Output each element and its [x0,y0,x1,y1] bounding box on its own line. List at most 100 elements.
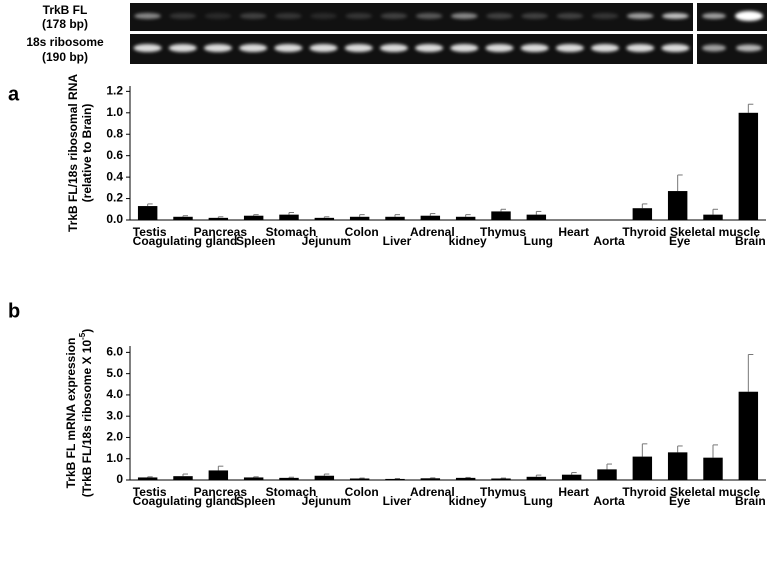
y-axis-label-sup: -5 [78,332,87,340]
x-tick-label: Skeletal muscle [670,225,760,239]
y-tick-label: 5.0 [106,366,123,380]
gel-band [204,13,232,19]
bar [526,476,547,480]
y-tick-label: 1.0 [106,451,123,465]
y-tick-label: 0.4 [106,169,123,183]
x-tick-label: Jejunum [302,494,351,508]
x-tick-label: Eye [669,234,691,248]
bar [491,478,511,480]
x-tick-label: kidney [449,234,487,248]
bar [243,215,264,220]
x-tick-label: Adrenal [410,485,455,499]
y-tick-label: 1.0 [106,105,123,119]
gel-image [130,3,767,64]
y-tick-label: 0 [116,472,123,486]
bar [137,477,158,480]
x-tick-label: Thyroid [622,225,666,239]
x-tick-label: Aorta [593,494,625,508]
x-tick-label: Colon [345,225,379,239]
bar [455,477,476,480]
bar [349,216,370,220]
gel-band [450,13,478,19]
gel-band [662,13,689,19]
x-tick-label: Pancreas [194,485,248,499]
bar [173,216,193,220]
gel-band [239,44,268,52]
gel-band [310,13,337,19]
x-tick-label: Spleen [236,494,275,508]
y-axis-label: TrkB FL mRNA expression [64,338,78,489]
x-tick-label: Coagulating gland [133,494,238,508]
bar [243,477,264,480]
bar [632,208,653,220]
gel-band [556,13,584,19]
x-tick-label: Thymus [480,225,526,239]
gel-band [168,44,197,52]
gel-band [239,13,267,19]
x-tick-label: Aorta [593,234,625,248]
gel-band [274,44,303,52]
x-tick-label: Stomach [266,225,317,239]
bar [385,478,405,480]
gel-band [735,11,763,21]
bar [279,214,299,220]
bar [703,214,723,220]
gel-band [134,13,161,19]
gel-band [203,44,233,52]
x-tick-label: kidney [449,494,487,508]
y-axis-label: (TrkB FL/18s ribosome X 10-5) [78,329,94,498]
gel-band [415,13,443,19]
gel-band [485,44,514,52]
y-axis-label-text: ) [80,329,94,333]
bar [420,215,441,220]
bar [632,456,653,480]
x-tick-label: Skeletal muscle [670,485,760,499]
bar [385,216,405,220]
gel-band [486,13,513,19]
gel-band [661,44,690,52]
x-tick-label: Adrenal [410,225,455,239]
gel-band [345,13,373,19]
gel-band [450,44,479,52]
bar [137,206,158,220]
gel-band [590,44,620,52]
x-tick-label: Thymus [480,485,526,499]
gel-row-label: TrkB FL [43,3,88,17]
x-tick-label: Jejunum [302,234,351,248]
gel-band [520,44,549,52]
bar [597,469,617,480]
gel-band [736,44,762,52]
y-tick-label: 4.0 [106,387,123,401]
y-axis-label-text: (TrkB FL/18s ribosome X 10 [80,340,94,498]
bar [455,216,476,220]
bar [703,457,723,480]
gel-band [555,44,584,52]
x-tick-label: Testis [133,485,167,499]
y-tick-label: 0.8 [106,126,123,140]
x-tick-label: Liver [383,494,412,508]
bar [420,478,441,480]
gel-band [591,13,619,19]
x-tick-label: Liver [383,234,412,248]
x-tick-label: Coagulating gland [133,234,238,248]
x-tick-label: Brain [735,494,766,508]
y-axis-label-text: (relative to Brain) [80,104,94,203]
x-tick-label: Brain [735,234,766,248]
gel-band [309,44,338,52]
gel-band [521,13,549,19]
bar [491,211,511,220]
y-tick-label: 6.0 [106,345,123,359]
bar [349,478,370,480]
gel-row-size: (178 bp) [42,17,88,31]
bar [561,474,582,480]
gel-band [344,44,373,52]
y-tick-label: 2.0 [106,430,123,444]
gel-row-label: 18s ribosome [26,35,104,49]
gel-band [169,13,197,19]
gel-band [379,44,408,52]
bar [173,476,193,480]
bar [526,214,547,220]
bar [738,391,759,480]
bar [667,191,688,220]
y-axis-label: (relative to Brain) [80,104,94,203]
